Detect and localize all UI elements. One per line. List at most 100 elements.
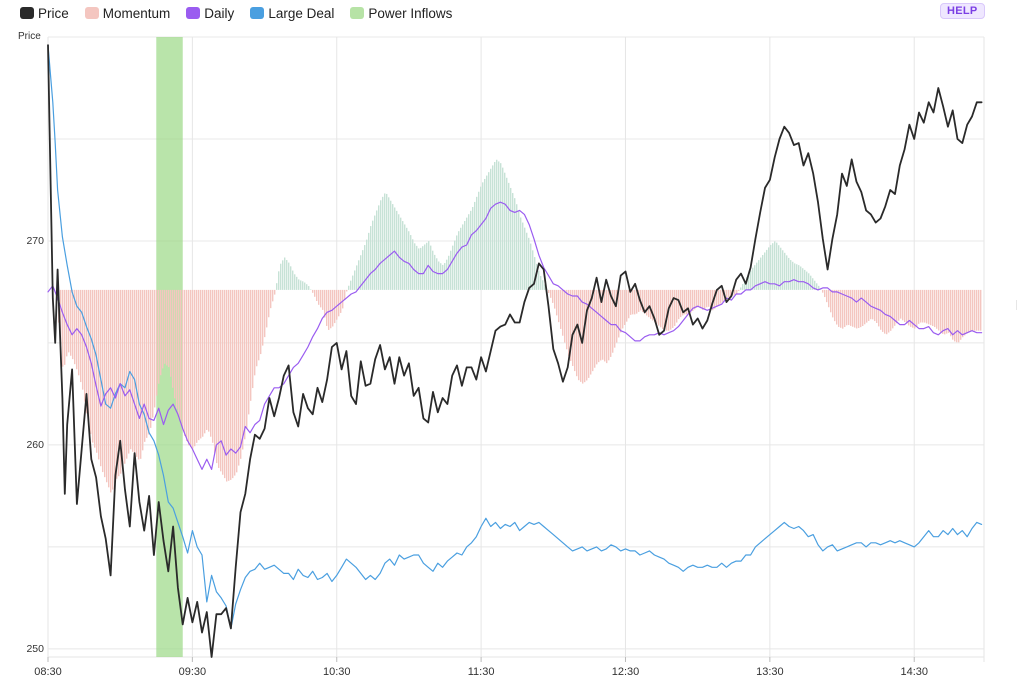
momentum-bar-positive	[506, 177, 508, 290]
momentum-bar-negative	[230, 289, 232, 480]
momentum-bar-positive	[780, 247, 782, 290]
momentum-bar-positive	[524, 227, 526, 290]
momentum-bar-negative	[144, 289, 146, 442]
momentum-bar-negative	[902, 289, 904, 321]
momentum-bar-negative	[886, 289, 888, 335]
legend-item-price[interactable]: Price	[20, 6, 69, 21]
momentum-bar-positive	[794, 263, 796, 290]
legend-item-momentum[interactable]: Momentum	[84, 6, 170, 21]
momentum-bar-negative	[652, 289, 654, 321]
momentum-bar-negative	[914, 289, 916, 329]
momentum-bar-negative	[318, 289, 320, 305]
momentum-bar-negative	[900, 289, 902, 319]
momentum-bar-negative	[648, 289, 650, 318]
momentum-bar-negative	[706, 289, 708, 308]
momentum-bar-negative	[200, 289, 202, 439]
momentum-bar-positive	[538, 270, 540, 290]
momentum-bar-negative	[926, 289, 928, 324]
momentum-bar-negative	[614, 289, 616, 348]
momentum-bar-negative	[560, 289, 562, 329]
momentum-bar-negative	[162, 289, 164, 369]
momentum-bar-positive	[796, 264, 798, 290]
momentum-bar-negative	[872, 289, 874, 320]
momentum-bar-negative	[604, 289, 606, 362]
momentum-bar-positive	[448, 255, 450, 290]
legend-item-power-inflows[interactable]: Power Inflows	[350, 6, 452, 21]
momentum-bar-negative	[840, 289, 842, 328]
momentum-bar-negative	[190, 289, 192, 447]
momentum-bar-negative	[658, 289, 660, 326]
momentum-bar-negative	[906, 289, 908, 324]
momentum-bar-negative	[590, 289, 592, 375]
momentum-bar-negative	[136, 289, 138, 457]
momentum-bar-positive	[392, 204, 394, 290]
momentum-bar-positive	[398, 214, 400, 290]
momentum-bar-positive	[418, 248, 420, 290]
momentum-bar-positive	[774, 241, 776, 290]
momentum-bar-negative	[606, 289, 608, 364]
momentum-bar-negative	[258, 289, 260, 361]
momentum-bar-negative	[334, 289, 336, 324]
momentum-bar-negative	[674, 289, 676, 326]
momentum-bar-positive	[290, 266, 292, 290]
momentum-bar-negative	[98, 289, 100, 460]
momentum-bar-negative	[952, 289, 954, 340]
momentum-bar-positive	[400, 217, 402, 290]
momentum-bar-positive	[352, 275, 354, 290]
momentum-bar-negative	[128, 289, 130, 454]
momentum-bar-positive	[528, 237, 530, 290]
momentum-bar-positive	[756, 262, 758, 290]
momentum-bar-negative	[722, 289, 724, 302]
momentum-bar-positive	[304, 282, 306, 290]
momentum-bar-negative	[662, 289, 664, 330]
momentum-bar-positive	[420, 247, 422, 290]
momentum-bar-negative	[968, 289, 970, 333]
momentum-bar-negative	[250, 289, 252, 401]
x-tick-label: 13:30	[756, 666, 784, 678]
momentum-bar-negative	[720, 289, 722, 304]
momentum-bar-negative	[170, 289, 172, 377]
momentum-bar-negative	[858, 289, 860, 328]
momentum-bar-negative	[946, 289, 948, 334]
momentum-bar-negative	[856, 289, 858, 329]
momentum-bar-positive	[354, 270, 356, 290]
momentum-bar-positive	[758, 260, 760, 290]
momentum-bar-negative	[338, 289, 340, 317]
momentum-bar-negative	[212, 289, 214, 443]
momentum-bar-negative	[956, 289, 958, 343]
legend-item-daily[interactable]: Daily	[186, 6, 234, 21]
momentum-bar-negative	[664, 289, 666, 331]
momentum-bar-negative	[208, 289, 210, 432]
momentum-bar-positive	[772, 243, 774, 290]
legend-label-daily: Daily	[204, 5, 235, 21]
momentum-bar-positive	[414, 243, 416, 290]
momentum-bar-negative	[180, 289, 182, 425]
momentum-bar-negative	[716, 289, 718, 307]
momentum-bar-positive	[306, 284, 308, 290]
momentum-bar-negative	[832, 289, 834, 318]
momentum-bar-positive	[486, 175, 488, 290]
momentum-bar-negative	[928, 289, 930, 325]
momentum-bar-negative	[690, 289, 692, 313]
momentum-bar-negative	[572, 289, 574, 367]
price-line	[47, 44, 983, 658]
momentum-bar-positive	[422, 246, 424, 290]
momentum-bar-negative	[336, 289, 338, 320]
momentum-bar-positive	[444, 263, 446, 290]
momentum-bar-positive	[476, 196, 478, 290]
momentum-bar-negative	[562, 289, 564, 336]
momentum-bar-positive	[406, 227, 408, 290]
momentum-bar-negative	[216, 289, 218, 464]
help-button[interactable]: HELP	[940, 3, 985, 19]
momentum-bar-negative	[950, 289, 952, 337]
momentum-bars	[58, 159, 982, 493]
momentum-bar-positive	[526, 232, 528, 290]
momentum-bar-positive	[492, 165, 494, 290]
momentum-bar-negative	[958, 289, 960, 343]
legend-item-large-deal[interactable]: Large Deal	[250, 6, 334, 21]
momentum-bar-negative	[870, 289, 872, 320]
momentum-bar-negative	[588, 289, 590, 378]
momentum-bar-negative	[924, 289, 926, 323]
momentum-bar-negative	[696, 289, 698, 308]
